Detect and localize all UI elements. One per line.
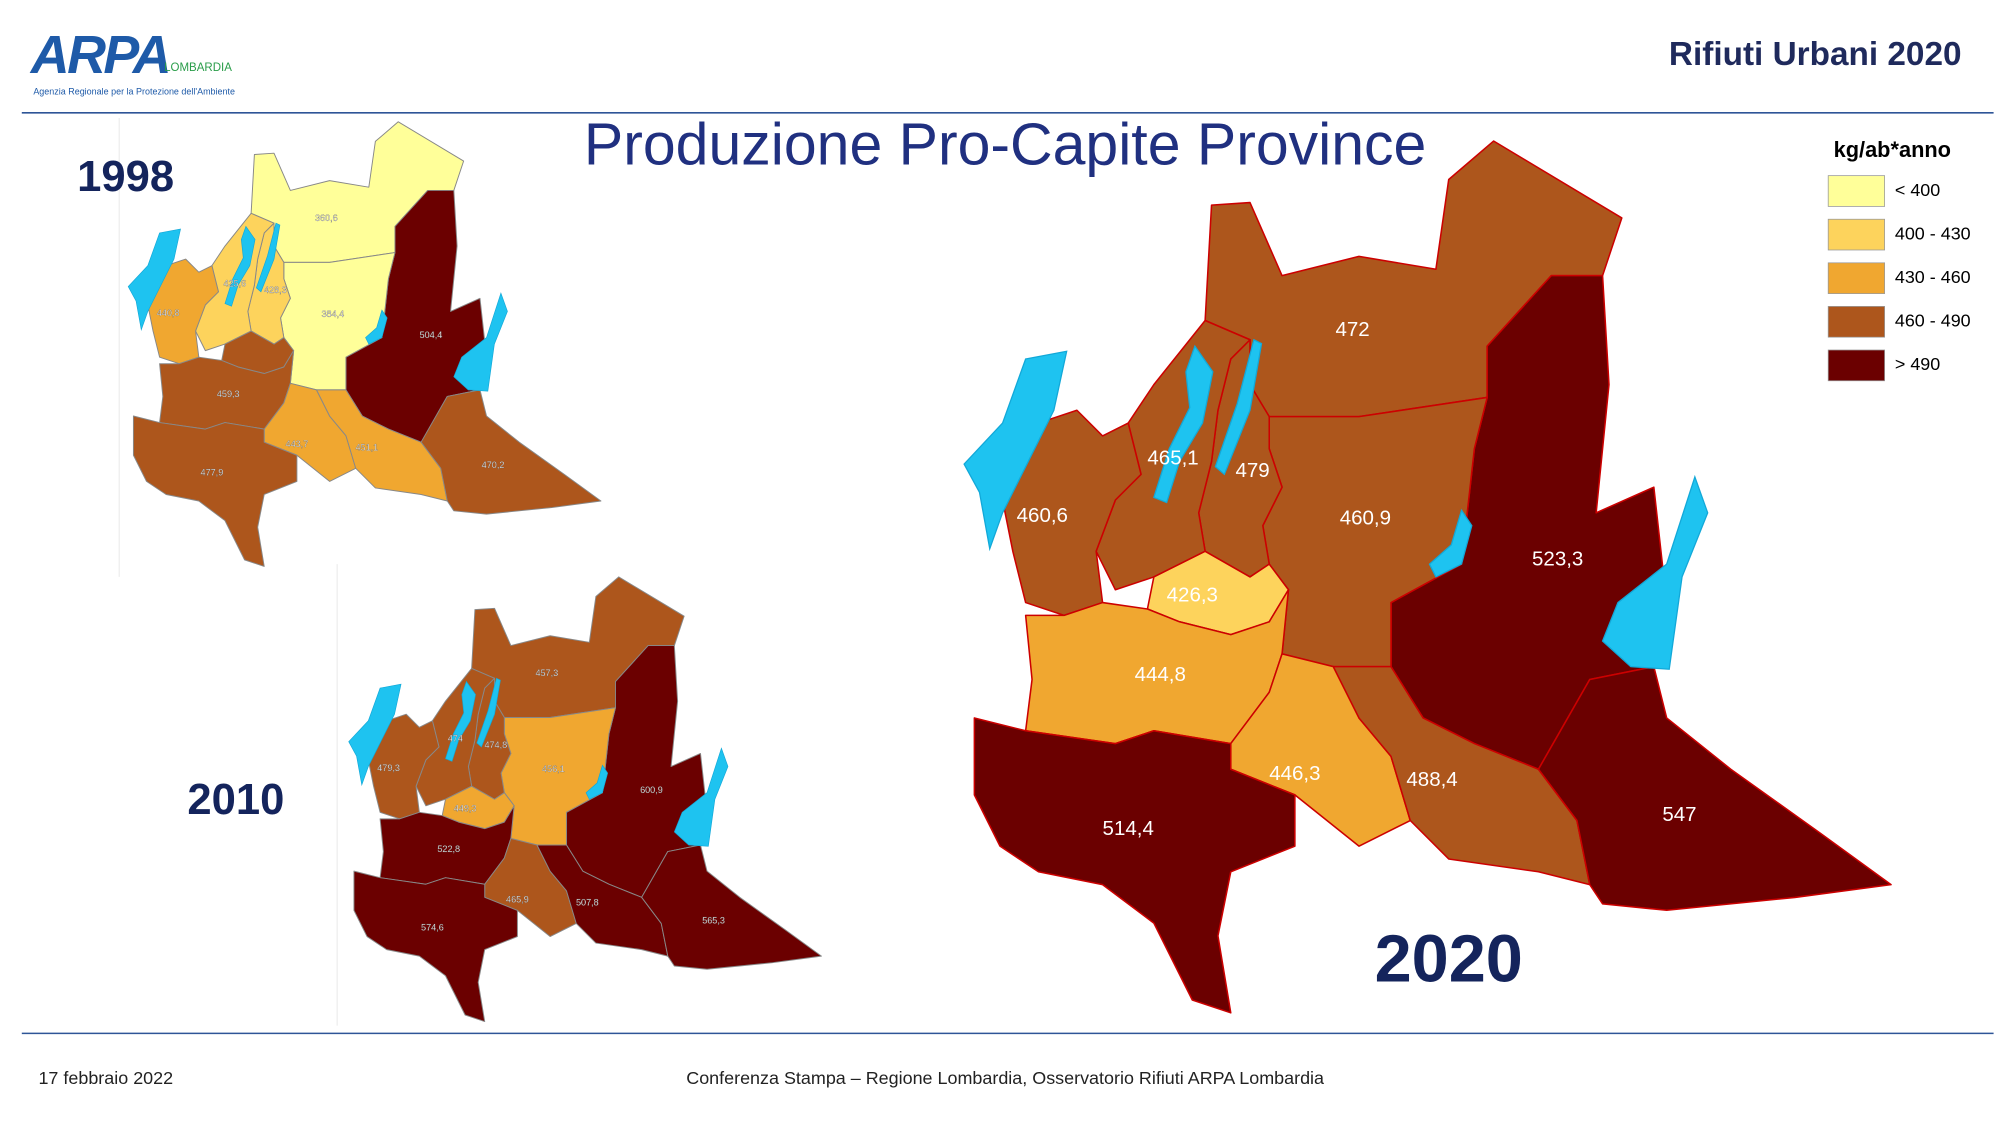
lake	[1428, 508, 1473, 578]
legend: kg/ab*anno < 400 400 - 430 430 - 460 460 - …	[1827, 137, 1971, 382]
province-value: 360,6	[315, 213, 338, 223]
province-value: 425,6	[223, 278, 246, 288]
lake	[1153, 344, 1214, 504]
lake	[445, 680, 476, 762]
lake	[1214, 338, 1263, 476]
lake	[673, 747, 729, 847]
province-value: 504,4	[420, 330, 443, 340]
report-title: Rifiuti Urbani 2020	[1669, 36, 1962, 73]
lake	[1601, 474, 1709, 670]
province-value: 460,6	[1017, 504, 1068, 527]
province-value: 479	[1235, 459, 1269, 482]
legend-label: < 400	[1895, 180, 1940, 200]
province-value: 446,3	[1269, 762, 1320, 785]
province-value: 472	[1335, 318, 1369, 341]
province-value: 477,9	[201, 467, 224, 477]
province-value: 451,1	[355, 442, 378, 452]
province-value: 465,1	[1147, 446, 1198, 469]
legend-swatch	[1827, 262, 1886, 294]
province	[973, 717, 1296, 1014]
province-value: 449,3	[454, 803, 477, 813]
province-map: 457,3 600,9 456,1 474,8 474 479,3 449,3 522,8 46…	[348, 576, 822, 1023]
province-value: 465,9	[506, 894, 529, 904]
lake	[255, 222, 281, 293]
province-value: 474	[448, 733, 463, 743]
footer-event: Conferenza Stampa – Regione Lombardia, O…	[686, 1068, 1324, 1088]
legend-title: kg/ab*anno	[1834, 137, 1951, 162]
province-value: 444,8	[1135, 663, 1186, 686]
province-value: 440,8	[157, 308, 180, 318]
province-value: 574,6	[421, 922, 444, 932]
province-value: 456,1	[542, 764, 565, 774]
province-value: 479,3	[377, 763, 400, 773]
province-value: 459,3	[217, 389, 240, 399]
legend-swatch	[1827, 175, 1886, 207]
province-value: 507,8	[576, 898, 599, 908]
map-year: 2010	[187, 776, 284, 824]
legend-label: 430 - 460	[1895, 267, 1971, 287]
province-value: 457,3	[535, 668, 558, 678]
slide-title: Produzione Pro-Capite Province	[584, 112, 1426, 177]
logo-subtitle: Agenzia Regionale per la Protezione dell…	[33, 87, 235, 97]
province-value: 565,3	[702, 915, 725, 925]
maps: 360,6 504,4 384,4 428,3 425,6 440,8 459,3 443,7…	[77, 121, 1892, 1023]
lake	[476, 677, 501, 748]
legend-swatch	[1827, 349, 1886, 382]
province-value: 426,3	[1167, 584, 1218, 607]
province-value: 514,4	[1103, 817, 1154, 840]
province	[132, 415, 298, 567]
legend-label: > 490	[1895, 354, 1940, 374]
lake	[453, 292, 508, 392]
footer-date: 17 febbraio 2022	[38, 1068, 173, 1088]
legend-label: 460 - 490	[1895, 311, 1971, 331]
map-year: 1998	[77, 153, 174, 201]
province-value: 547	[1662, 803, 1696, 826]
province-map: 360,6 504,4 384,4 428,3 425,6 440,8 459,3 443,7…	[127, 121, 602, 567]
province-value: 488,4	[1406, 768, 1457, 791]
legend-swatch	[1827, 306, 1886, 338]
legend-label: 400 - 430	[1895, 223, 1971, 243]
lake	[585, 764, 608, 800]
province-value: 600,9	[640, 785, 663, 795]
lake	[365, 309, 388, 345]
province-value: 443,7	[286, 439, 309, 449]
province-value: 474,8	[484, 740, 507, 750]
province-map: 472 523,3 460,9 479 465,1 460,6 426,3 444,8 446,…	[963, 140, 1892, 1014]
province-value: 470,2	[482, 460, 505, 470]
legend-swatch	[1827, 218, 1886, 251]
lake	[127, 228, 181, 331]
province-value: 460,9	[1340, 507, 1391, 530]
province-value: 522,8	[437, 844, 460, 854]
province-value: 523,3	[1532, 548, 1583, 571]
lake	[963, 350, 1068, 552]
province-value: 428,3	[264, 285, 287, 295]
logo: ARPA	[29, 25, 169, 85]
logo-region: LOMBARDIA	[164, 62, 232, 74]
province	[353, 870, 518, 1023]
lake	[348, 683, 402, 787]
lake	[224, 225, 256, 307]
province-value: 384,4	[321, 309, 344, 319]
map-year: 2020	[1375, 923, 1523, 997]
